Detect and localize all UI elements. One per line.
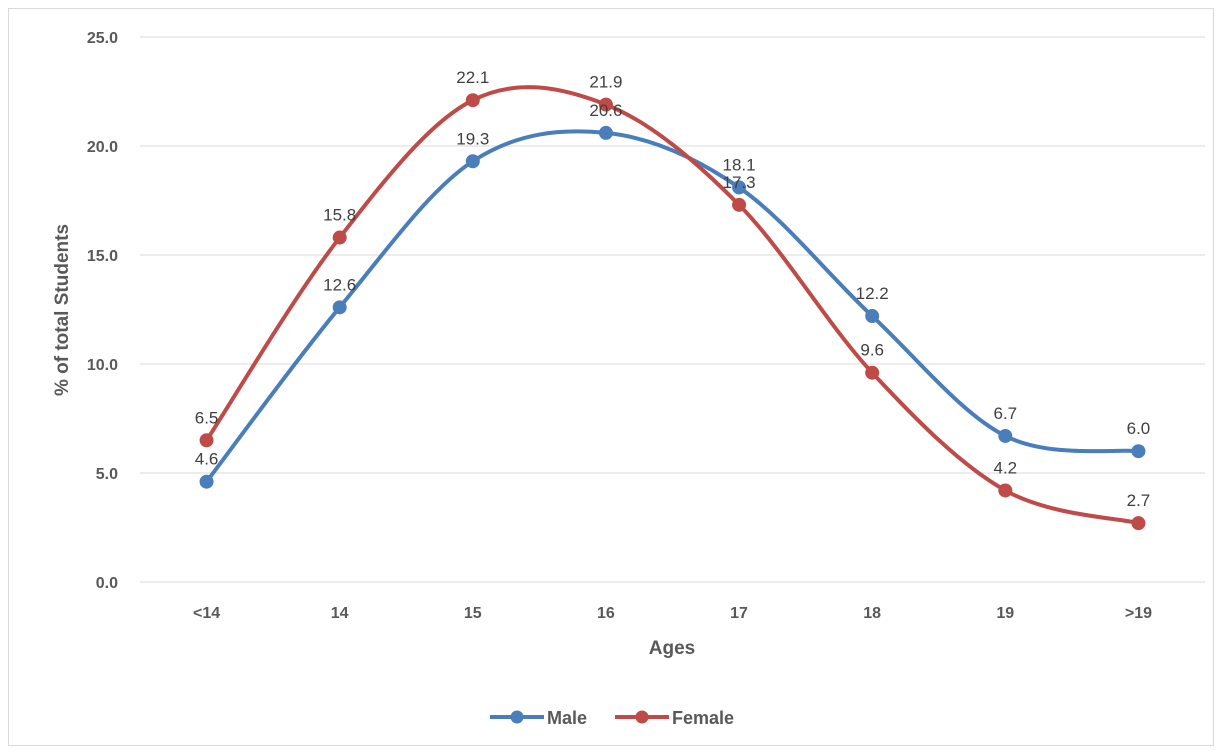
y-tick-label: 25.0 [87,30,118,47]
male-data-point [998,428,1013,443]
x-tick-labels: <14 14 15 16 17 18 19 >19 [193,605,1152,622]
female-legend-marker [635,710,649,724]
y-tick-label: 5.0 [96,466,118,483]
female-data-point [598,97,613,112]
x-axis-title: Ages [649,638,695,659]
male-data-label: 12.6 [323,275,356,294]
male-data-point [865,309,880,324]
female-data-label: 21.9 [589,73,622,92]
legend: Male Female [490,708,734,728]
female-data-point [732,197,747,212]
y-axis-title: % of total Students [52,224,73,396]
y-tick-label: 10.0 [87,357,118,374]
x-tick-label: 18 [863,605,881,622]
female-data-label: 17.3 [723,173,756,192]
male-data-label: 20.6 [589,101,622,120]
x-tick-label: 14 [331,605,349,622]
female-data-point [465,93,480,108]
female-data-label: 15.8 [323,206,356,225]
male-data-point [598,125,613,140]
female-data-label: 4.2 [993,458,1017,477]
male-data-label: 12.2 [856,284,889,303]
male-legend-marker [510,710,524,724]
male-data-label: 4.6 [195,450,219,469]
female-data-point [332,230,347,245]
female-data-label: 2.7 [1127,491,1151,510]
y-tick-label: 20.0 [87,139,118,156]
male-data-point [199,474,214,489]
x-tick-label: 17 [730,605,748,622]
female-data-point [998,483,1013,498]
x-tick-label: 16 [597,605,615,622]
female-data-label: 6.5 [195,408,219,427]
y-tick-labels: 0.0 5.0 10.0 15.0 20.0 25.0 [87,30,118,592]
male-data-label: 19.3 [456,129,489,148]
male-data-label: 18.1 [723,155,756,174]
y-tick-label: 0.0 [96,575,118,592]
male-data-label: 6.0 [1127,419,1151,438]
data-labels: 4.6 12.6 19.3 20.6 18.1 12.2 6.7 6.0 6.5 15.8 22.1… [195,68,1151,510]
x-tick-label: 15 [464,605,482,622]
x-tick-label: <14 [193,605,220,622]
male-data-label: 6.7 [993,404,1017,423]
female-data-label: 22.1 [456,68,489,87]
series-lines [199,85,1146,531]
female-data-point [865,365,880,380]
female-data-point [199,433,214,448]
male-data-point [332,300,347,315]
male-legend-label: Male [547,708,587,728]
y-tick-label: 15.0 [87,248,118,265]
female-data-label: 9.6 [860,341,884,360]
female-legend-label: Female [672,708,734,728]
male-data-point [732,180,747,195]
male-data-point [1131,444,1146,459]
male-data-point [465,154,480,169]
gridlines [140,36,1205,583]
x-tick-label: 19 [996,605,1014,622]
x-tick-label: >19 [1125,605,1152,622]
female-data-point [1131,516,1146,531]
